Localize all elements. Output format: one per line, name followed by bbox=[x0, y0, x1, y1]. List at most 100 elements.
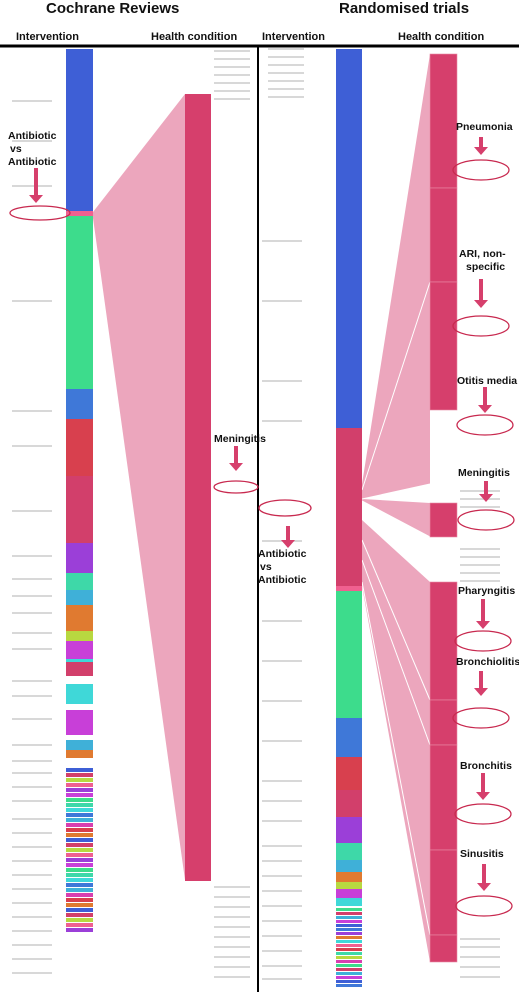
link-right-1 bbox=[362, 282, 430, 499]
intervention-stripe-left-16 bbox=[66, 848, 93, 852]
intervention-stripe-left-0 bbox=[66, 768, 93, 772]
intervention-stripe-right-12 bbox=[336, 956, 362, 959]
faint-label-left-14 bbox=[12, 695, 52, 697]
right-annot-sinusitis: Sinusitis bbox=[460, 848, 504, 860]
faint-label-rcond-11 bbox=[460, 966, 500, 968]
intervention-stripe-left-18 bbox=[66, 858, 93, 862]
link-left-abx-meningitis bbox=[93, 94, 185, 880]
faint-label-rtop-5 bbox=[268, 88, 304, 90]
faint-label-left-4 bbox=[12, 410, 52, 412]
faint-label-leftcond-6 bbox=[214, 98, 250, 100]
condition-bar-right-bronchiolitis bbox=[429, 699, 458, 746]
faint-label-left-22 bbox=[12, 832, 52, 834]
right-arrow-pneumonia-head bbox=[474, 147, 488, 155]
condition-bar-right-bronchitis bbox=[429, 744, 458, 851]
right-annot-ari: ARI, non- specific bbox=[459, 248, 506, 273]
right-condition-header: Health condition bbox=[398, 31, 485, 43]
intervention-stripe-right-8 bbox=[336, 940, 362, 943]
intervention-stripe-left-5 bbox=[66, 793, 93, 797]
intervention-stripe-right-4 bbox=[336, 924, 362, 927]
intervention-stripe-left-21 bbox=[66, 873, 93, 877]
faint-label-left-18 bbox=[12, 772, 52, 774]
intervention-stripe-left-28 bbox=[66, 908, 93, 912]
faint-label-right-1 bbox=[262, 300, 302, 302]
intervention-stripe-right-1 bbox=[336, 912, 362, 915]
right-ellipse-ari bbox=[452, 315, 510, 337]
faint-label-rtop-0 bbox=[268, 48, 304, 50]
intervention-stripe-left-19 bbox=[66, 863, 93, 867]
intervention-bar-right-8 bbox=[336, 843, 362, 860]
right-annot-abx: Antibiotic vs Antibiotic bbox=[258, 548, 307, 586]
faint-label-leftcond-b-5 bbox=[214, 936, 250, 938]
faint-label-leftcond-b-3 bbox=[214, 916, 250, 918]
faint-label-left-30 bbox=[12, 944, 52, 946]
faint-label-right-14 bbox=[262, 875, 302, 877]
intervention-bar-left-0 bbox=[66, 49, 93, 211]
intervention-bar-right-1 bbox=[336, 428, 362, 586]
intervention-stripe-right-10 bbox=[336, 948, 362, 951]
intervention-bar-left-5 bbox=[66, 419, 93, 476]
right-intervention-header: Intervention bbox=[262, 31, 325, 43]
intervention-stripe-left-13 bbox=[66, 833, 93, 837]
faint-label-rcond-6 bbox=[460, 572, 500, 574]
intervention-stripe-left-10 bbox=[66, 818, 93, 822]
intervention-stripe-left-17 bbox=[66, 853, 93, 857]
right-arrow-bronchitis-head bbox=[476, 792, 490, 800]
faint-label-rcond-3 bbox=[460, 548, 500, 550]
intervention-stripe-left-15 bbox=[66, 843, 93, 847]
intervention-bar-left-1 bbox=[66, 211, 93, 213]
faint-label-right-15 bbox=[262, 890, 302, 892]
right-arrow-otitis-head bbox=[478, 405, 492, 413]
intervention-stripe-right-15 bbox=[336, 968, 362, 971]
condition-bar-right-pharyngitis bbox=[429, 581, 458, 701]
faint-label-left-10 bbox=[12, 612, 52, 614]
intervention-bar-right-9 bbox=[336, 860, 362, 872]
right-arrow-bronchiolitis-head bbox=[474, 688, 488, 696]
intervention-stripe-left-25 bbox=[66, 893, 93, 897]
faint-label-rcond-5 bbox=[460, 564, 500, 566]
faint-label-left-28 bbox=[12, 916, 52, 918]
faint-label-leftcond-b-4 bbox=[214, 926, 250, 928]
right-ellipse-pharyngitis bbox=[454, 630, 512, 652]
intervention-bar-left-14 bbox=[66, 662, 93, 676]
intervention-stripe-right-2 bbox=[336, 916, 362, 919]
intervention-bar-left-11 bbox=[66, 631, 93, 641]
faint-label-leftcond-5 bbox=[214, 90, 250, 92]
faint-label-left-16 bbox=[12, 744, 52, 746]
right-annot-bronchiolitis: Bronchiolitis bbox=[456, 656, 519, 668]
intervention-stripe-right-16 bbox=[336, 972, 362, 975]
link-right-4 bbox=[362, 540, 430, 745]
faint-label-left-31 bbox=[12, 958, 52, 960]
left-ellipse-meningitis bbox=[213, 480, 259, 494]
faint-label-left-7 bbox=[12, 555, 52, 557]
right-annot-pneumonia: Pneumonia bbox=[456, 121, 513, 133]
right-annot-meningitis: Meningitis bbox=[458, 467, 510, 479]
intervention-stripe-right-9 bbox=[336, 944, 362, 947]
intervention-bar-left-3 bbox=[66, 216, 93, 389]
faint-label-leftcond-3 bbox=[214, 74, 250, 76]
faint-label-left-13 bbox=[12, 680, 52, 682]
faint-label-rcond-7 bbox=[460, 580, 500, 582]
link-sep-right-2 bbox=[361, 500, 431, 538]
intervention-bar-left-9 bbox=[66, 590, 93, 605]
faint-label-left-27 bbox=[12, 902, 52, 904]
intervention-stripe-left-20 bbox=[66, 868, 93, 872]
faint-label-right-7 bbox=[262, 700, 302, 702]
faint-label-left-2 bbox=[12, 185, 52, 187]
faint-label-left-23 bbox=[12, 846, 52, 848]
faint-label-rcond-10 bbox=[460, 956, 500, 958]
intervention-stripe-left-9 bbox=[66, 813, 93, 817]
condition-bar-right-other bbox=[429, 934, 458, 963]
faint-label-left-5 bbox=[12, 445, 52, 447]
intervention-stripe-right-14 bbox=[336, 964, 362, 967]
link-sep-right-1 bbox=[361, 483, 431, 500]
intervention-bar-left-10 bbox=[66, 605, 93, 631]
faint-label-left-29 bbox=[12, 930, 52, 932]
intervention-stripe-right-13 bbox=[336, 960, 362, 963]
right-arrow-sinusitis-head bbox=[477, 883, 491, 891]
intervention-bar-right-7 bbox=[336, 817, 362, 843]
faint-label-rtop-4 bbox=[268, 80, 304, 82]
faint-label-right-10 bbox=[262, 800, 302, 802]
intervention-stripe-right-19 bbox=[336, 984, 362, 987]
intervention-stripe-left-32 bbox=[66, 928, 93, 932]
